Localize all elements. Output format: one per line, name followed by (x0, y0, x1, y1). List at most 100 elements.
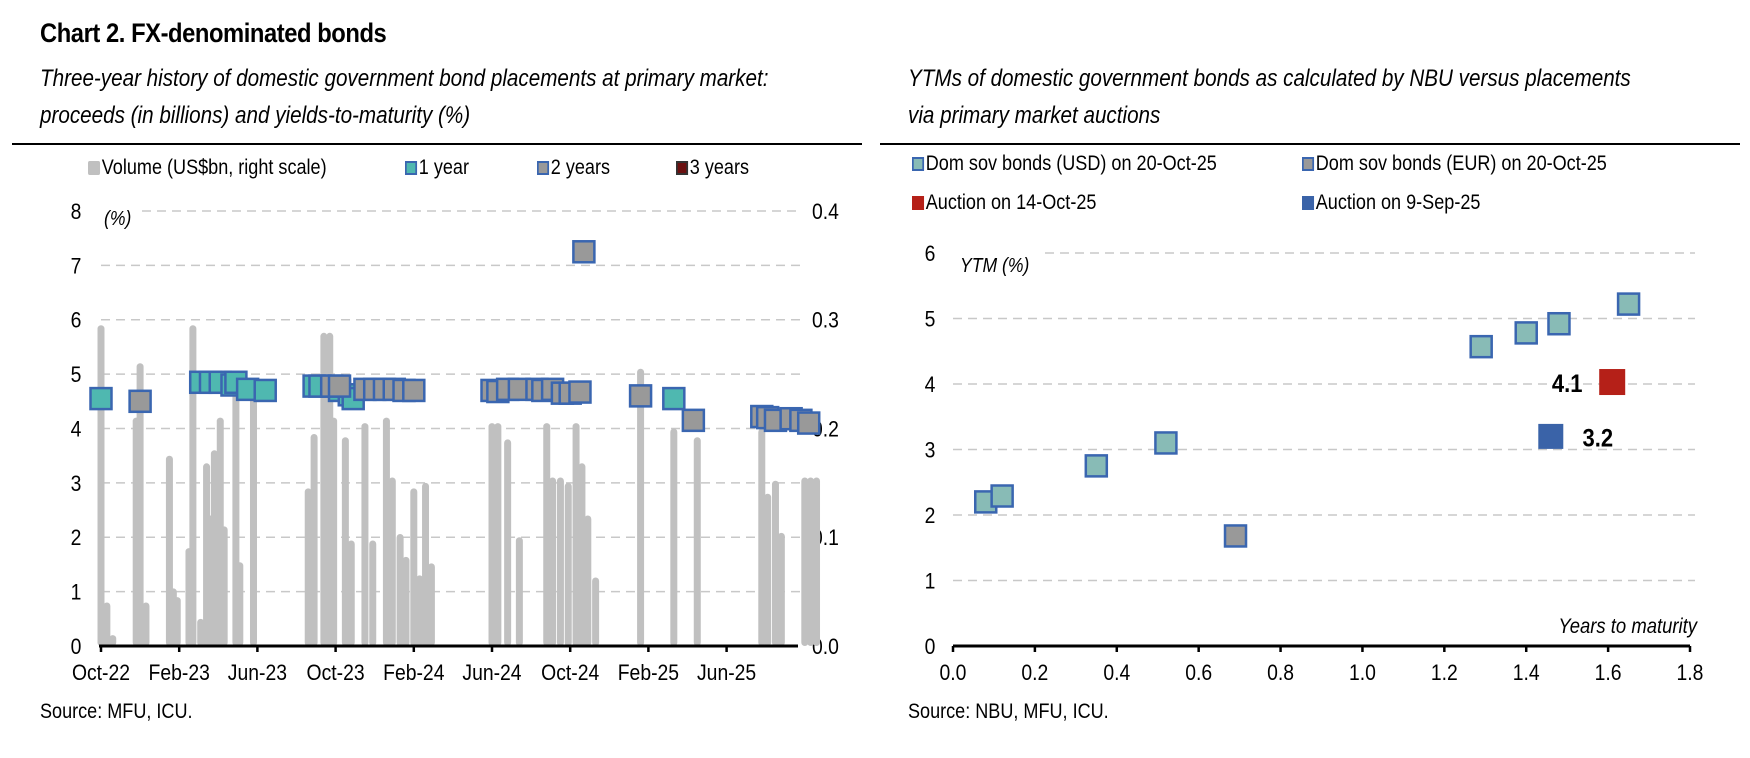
legend-usd-bonds: Dom sov bonds (USD) on 20-Oct-25 (912, 152, 1217, 176)
volume-bar (771, 480, 779, 646)
right-x-tick-label: 0.4 (1103, 661, 1130, 685)
yield-marker-2-years (402, 378, 426, 403)
right-x-tick-label: 0.6 (1185, 661, 1212, 685)
left-y-tick-label: 8 (71, 200, 82, 224)
legend-1-year-label: 1 year (418, 156, 469, 179)
right-y-tick-label: 0 (925, 635, 936, 659)
right-x-axis-label: Years to maturity (1558, 615, 1698, 638)
volume-bar (813, 477, 821, 646)
right-subtitle-rest: of domestic government bonds as calculat… (961, 65, 1631, 92)
volume-bar (320, 332, 328, 646)
volume-bar (488, 423, 496, 646)
volume-bar (310, 433, 318, 646)
left-y-tick-label: 3 (71, 472, 82, 496)
volume-bar (807, 477, 815, 646)
volume-bar (578, 463, 586, 646)
yield-marker-2-years (572, 240, 596, 264)
yield-marker-2-years (128, 389, 152, 414)
left-x-tick-label: Oct-23 (307, 661, 365, 685)
volume-bar (592, 577, 600, 646)
left-x-tick-label: Feb-25 (618, 661, 679, 685)
usd-bond-marker (1084, 454, 1109, 478)
legend-3-years-label: 3 years (689, 156, 749, 179)
volume-bar (777, 532, 785, 646)
left-x-tick-label: Feb-24 (383, 661, 444, 685)
volume-bar (236, 562, 244, 646)
legend-volume-swatch (88, 161, 101, 175)
left-y-tick-label: 7 (71, 254, 82, 278)
left-subtitle-line1: Three-year history of domestic governmen… (40, 65, 769, 92)
volume-bar (388, 477, 396, 646)
legend-2-years: 2 years (537, 156, 610, 180)
yield-marker-2-years (568, 380, 592, 404)
volume-bar (637, 368, 645, 646)
legend-3-years-swatch (676, 161, 689, 175)
volume-bar (504, 439, 512, 646)
volume-bar (693, 437, 701, 646)
eur-bond-marker (1223, 524, 1248, 548)
volume-bar (801, 477, 809, 646)
legend-auction-oct-label: Auction on 14-Oct-25 (925, 191, 1097, 214)
volume-bar (564, 482, 572, 646)
volume-bar (97, 325, 105, 646)
volume-bar (572, 423, 580, 646)
legend-2-years-swatch (537, 161, 550, 175)
volume-bar (369, 540, 377, 646)
legend-auction-sep: Auction on 9-Sep-25 (1302, 191, 1480, 215)
right-y-tick-label: 0.4 (812, 200, 839, 224)
volume-bar (347, 540, 355, 646)
volume-bar (549, 477, 557, 646)
volume-bar (422, 482, 430, 646)
legend-usd-bonds-swatch (912, 157, 925, 171)
right-x-tick-label: 0.2 (1021, 661, 1048, 685)
right-x-tick-label: 1.4 (1513, 661, 1540, 685)
volume-bar (341, 437, 349, 646)
legend-2-years-label: 2 years (550, 156, 610, 179)
volume-bar (220, 526, 228, 646)
volume-bar (361, 423, 369, 646)
volume-bar (396, 533, 404, 646)
yield-marker-2-years (628, 384, 653, 408)
usd-bond-marker (990, 484, 1014, 508)
right-y-tick-label: 6 (925, 242, 936, 266)
volume-bar (330, 417, 338, 646)
left-y-tick-label: 6 (71, 309, 82, 333)
left-x-tick-label: Oct-22 (72, 661, 130, 685)
right-x-tick-label: 1.8 (1677, 661, 1704, 685)
auction-data-label: 4.1 (1552, 370, 1583, 398)
yield-marker-1-year (253, 378, 277, 403)
volume-bar (556, 477, 564, 646)
legend-eur-bonds-label: Dom sov bonds (EUR) on 20-Oct-25 (1315, 152, 1607, 175)
volume-bar (136, 363, 144, 646)
volume-bar (210, 450, 218, 646)
left-subtitle-line2: proceeds (in billions) and yields-to-mat… (40, 102, 471, 129)
left-y-tick-label: 5 (71, 363, 82, 387)
right-subtitle-line2: via primary market auctions (908, 102, 1161, 129)
legend-1-year: 1 year (405, 156, 469, 180)
volume-bar (494, 423, 502, 646)
usd-bond-marker (1616, 292, 1641, 316)
right-x-tick-label: 1.2 (1431, 661, 1458, 685)
yield-marker-1-year (89, 386, 113, 411)
volume-bar (197, 618, 205, 646)
volume-bar (173, 597, 181, 646)
right-y-tick-label: 4 (925, 373, 936, 397)
legend-auction-sep-swatch (1302, 196, 1315, 210)
legend-auction-sep-label: Auction on 9-Sep-25 (1315, 191, 1481, 214)
yield-marker-2-years (681, 408, 706, 433)
usd-bond-marker (1547, 311, 1571, 336)
right-y-tick-label: 1 (925, 569, 936, 593)
right-subtitle-line1: YTMs of domestic government bonds as cal… (908, 60, 1631, 97)
right-x-tick-label: 1.6 (1595, 661, 1622, 685)
left-y-tick-label: 4 (71, 417, 82, 441)
volume-bar (249, 385, 257, 646)
volume-bar (304, 488, 312, 646)
auction-oct-marker (1599, 369, 1626, 396)
right-x-tick-label: 0.0 (940, 661, 967, 685)
volume-bar (758, 428, 766, 646)
legend-auction-oct-swatch (912, 196, 925, 210)
legend-auction-oct: Auction on 14-Oct-25 (912, 191, 1096, 215)
auction-data-label: 3.2 (1583, 424, 1614, 452)
usd-bond-marker (1154, 431, 1178, 455)
